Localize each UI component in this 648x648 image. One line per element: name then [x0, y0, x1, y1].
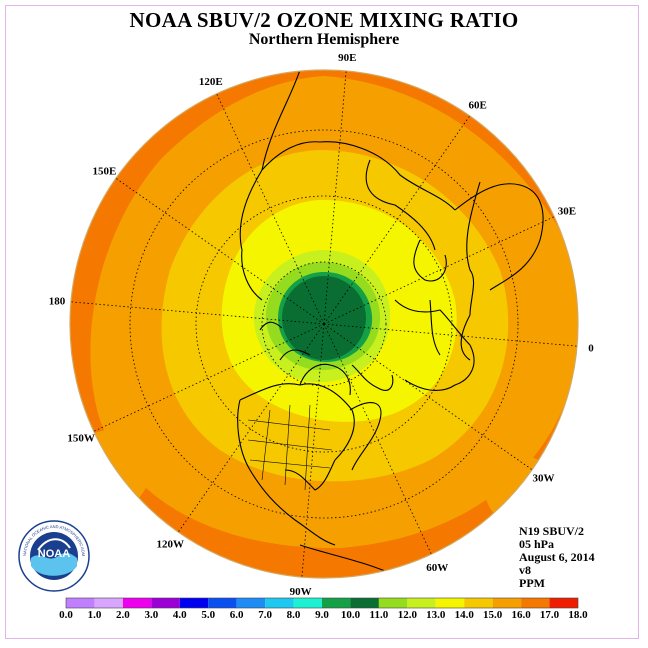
color-swatch	[322, 598, 351, 608]
longitude-label: 90W	[290, 586, 312, 598]
color-scale-tick-label: 9.0	[315, 609, 329, 621]
latitude-circle-30n	[129, 129, 519, 519]
color-scale-border	[65, 597, 579, 609]
color-scale-bar	[65, 597, 579, 609]
color-scale-tick-label: 6.0	[229, 609, 244, 621]
color-swatch	[208, 598, 237, 608]
latitude-circle-50n	[195, 195, 453, 453]
units-label: PPM	[519, 576, 545, 590]
latitude-circle-70n	[261, 261, 387, 387]
color-scale-tick-label: 3.0	[144, 609, 159, 621]
color-scale-tick-label: 17.0	[539, 609, 560, 621]
color-scale-tick-label: 12.0	[397, 609, 417, 621]
color-swatch	[407, 598, 436, 608]
longitude-label: 90E	[338, 52, 356, 64]
color-swatch	[265, 598, 294, 608]
longitude-label: 150W	[67, 432, 95, 444]
color-swatch	[293, 598, 322, 608]
color-scale-tick-label: 10.0	[340, 609, 361, 621]
us-state-lines	[247, 404, 333, 491]
color-scale-tick-label: 14.0	[454, 609, 474, 621]
plot-frame	[5, 5, 639, 639]
color-swatch	[66, 598, 95, 608]
color-scale-tick-label: 8.0	[286, 609, 301, 621]
longitude-label: 30W	[533, 473, 555, 485]
color-scale-tick-label: 4.0	[172, 609, 187, 621]
longitude-label: 60E	[469, 99, 487, 111]
color-scale-tick-label: 2.0	[116, 609, 130, 621]
color-swatch	[464, 598, 493, 608]
logo-gull-icon	[37, 538, 71, 551]
color-scale-tick-label: 0.0	[59, 609, 73, 621]
color-scale-tick-label: 11.0	[369, 609, 389, 621]
longitude-label: 0	[588, 342, 594, 354]
color-swatch	[350, 598, 379, 608]
color-swatch	[122, 598, 152, 608]
color-scale-tick-label: 7.0	[258, 609, 272, 621]
version-label: v8	[519, 563, 531, 577]
band-8-9-core	[282, 276, 366, 360]
chart-title: NOAA SBUV/2 OZONE MIXING RATIO	[129, 8, 519, 32]
color-swatch	[435, 598, 465, 608]
longitude-label: 180	[49, 296, 66, 308]
color-scale-tick-label: 5.0	[201, 609, 216, 621]
longitude-labels: 90E 60E 30E 0 30W 60W 90W 120W 150W 180 150E 120E	[49, 52, 594, 598]
band-14-15-patch	[485, 455, 555, 525]
longitude-label: 30E	[558, 206, 576, 218]
pressure-level-label: 05 hPa	[519, 537, 555, 551]
color-swatch	[236, 598, 266, 608]
color-swatch	[521, 598, 550, 608]
color-scale-tick-label: 15.0	[483, 609, 503, 621]
color-swatch	[94, 598, 123, 608]
color-swatch	[179, 598, 209, 608]
logo-wave-icon	[31, 552, 77, 576]
logo-text: NOAA	[38, 548, 70, 560]
color-scale-tick-label: 18.0	[568, 609, 588, 621]
color-swatch	[492, 598, 522, 608]
longitude-label: 120E	[199, 76, 223, 88]
coastlines	[237, 70, 544, 578]
color-swatch	[378, 598, 408, 608]
color-scale-tick-label: 16.0	[511, 609, 531, 621]
noaa-logo: NOAA NATIONAL OCEANIC AND ATMOSPHERIC AD…	[18, 520, 90, 592]
date-label: August 6, 2014	[519, 550, 595, 564]
longitude-label: 150E	[93, 165, 117, 177]
color-scale-tick-label: 13.0	[426, 609, 446, 621]
color-scale-tick-label: 1.0	[87, 609, 102, 621]
graticule	[129, 129, 519, 519]
chart-subtitle: Northern Hemisphere	[248, 31, 400, 48]
color-swatch	[151, 598, 180, 608]
map-boundary	[69, 69, 579, 579]
satellite-label: N19 SBUV/2	[519, 524, 585, 538]
longitude-label: 120W	[157, 539, 185, 551]
color-swatch	[549, 598, 578, 608]
longitude-label: 60W	[426, 562, 448, 574]
